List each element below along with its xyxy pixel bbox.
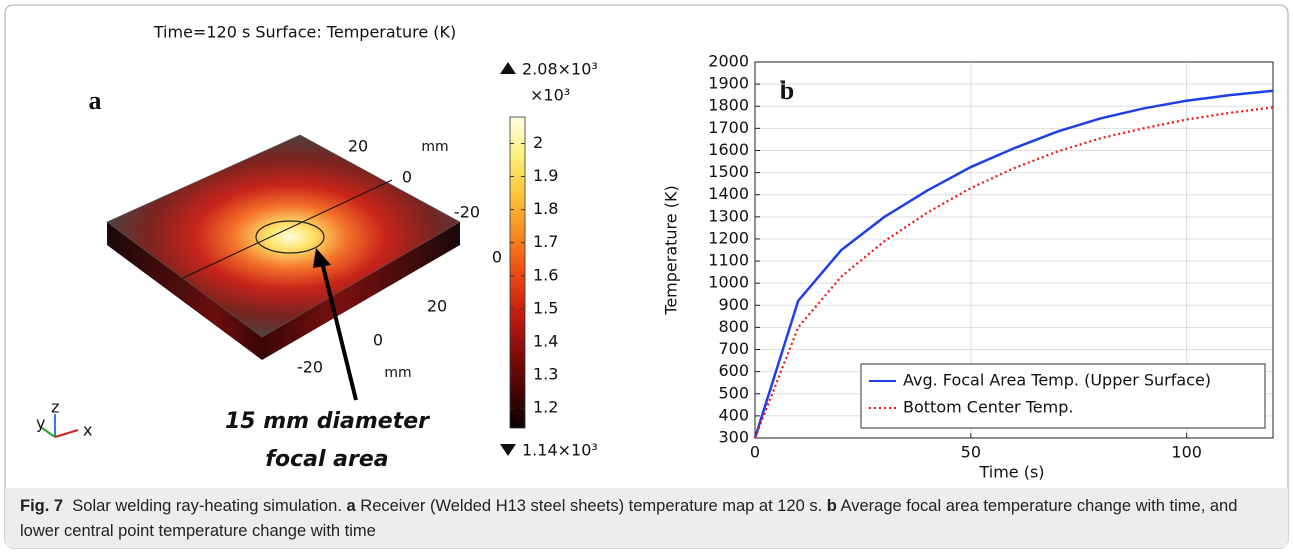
axis-tick-label: 0 [492,248,502,267]
colorbar-tick-label: 1.7 [533,232,558,251]
y-tick-label: 700 [718,339,749,358]
x-axis-label: Time (s) [978,463,1044,482]
axis-tick-label: mm [384,365,411,381]
y-tick-label: 800 [718,317,749,336]
annotation: 15 mm diameter [225,409,430,434]
y-tick-label: 1000 [708,273,749,292]
legend-label: Bottom Center Temp. [903,398,1073,417]
triad-label: z [51,398,59,417]
axis-tick-label: 0 [373,331,383,350]
y-tick-label: 1600 [708,140,749,159]
panel-label: a [89,86,102,115]
caption-text: a [347,497,356,515]
triad-label: y [36,414,45,433]
y-tick-label: 1500 [708,162,749,181]
colorbar-tick-label: 1.6 [533,265,558,284]
panel-label: b [780,76,794,105]
colorbar-tick-label: 1.2 [533,398,558,417]
y-tick-label: 400 [718,405,749,424]
max-marker [500,62,516,74]
y-tick-label: 1200 [708,228,749,247]
y-tick-label: 500 [718,383,749,402]
y-tick-label: 1100 [708,251,749,270]
x-tick-label: 50 [961,443,981,462]
y-tick-label: 1800 [708,96,749,115]
axis-tick-label: -20 [297,358,323,377]
axis-tick-label: mm [421,139,448,155]
min-marker [500,444,516,456]
slab-top [107,135,460,337]
colorbar [510,117,525,428]
caption-text: b [827,497,837,515]
panel-title: Time=120 s Surface: Temperature (K) [153,23,456,42]
y-tick-label: 300 [718,428,749,447]
figure: Time=120 s Surface: Temperature (K) a 15… [0,0,1293,557]
y-tick-label: 900 [718,295,749,314]
axis-tick-label: 20 [348,137,368,156]
y-tick-label: 1300 [708,206,749,225]
colorbar-tick-label: 1.4 [533,331,558,350]
colorbar-max: 2.08×10³ [522,60,598,79]
y-axis-label: Temperature (K) [662,185,681,315]
x-tick-label: 0 [750,443,760,462]
axis-tick-label: 0 [402,168,412,187]
caption: Fig. 7 Solar welding ray-heating simulat… [20,494,1270,544]
colorbar-tick-label: 1.9 [533,166,558,185]
colorbar-min: 1.14×10³ [522,441,598,460]
figure-graphic: Time=120 s Surface: Temperature (K) a 15… [0,0,1293,557]
triad-label: x [83,421,92,440]
annotation: focal area [265,447,388,472]
caption-text: Solar welding ray-heating simulation. [63,497,346,515]
legend-label: Avg. Focal Area Temp. (Upper Surface) [903,371,1211,390]
colorbar-tick-label: 1.5 [533,298,558,317]
caption-text: Fig. 7 [20,497,63,515]
colorbar-tick-label: 1.8 [533,199,558,218]
triad-axis [55,430,78,437]
axis-tick-label: -20 [454,203,480,222]
y-tick-label: 600 [718,361,749,380]
x-tick-label: 100 [1171,443,1202,462]
colorbar-tick-label: 2 [533,133,543,152]
y-tick-label: 1400 [708,184,749,203]
colorbar-tick-label: 1.3 [533,365,558,384]
y-tick-label: 1700 [708,118,749,137]
y-tick-label: 1900 [708,74,749,93]
axis-tick-label: 20 [427,297,447,316]
colorbar-multiplier: ×10³ [530,86,570,105]
caption-text: Receiver (Welded H13 steel sheets) tempe… [356,497,827,515]
y-tick-label: 2000 [708,52,749,71]
